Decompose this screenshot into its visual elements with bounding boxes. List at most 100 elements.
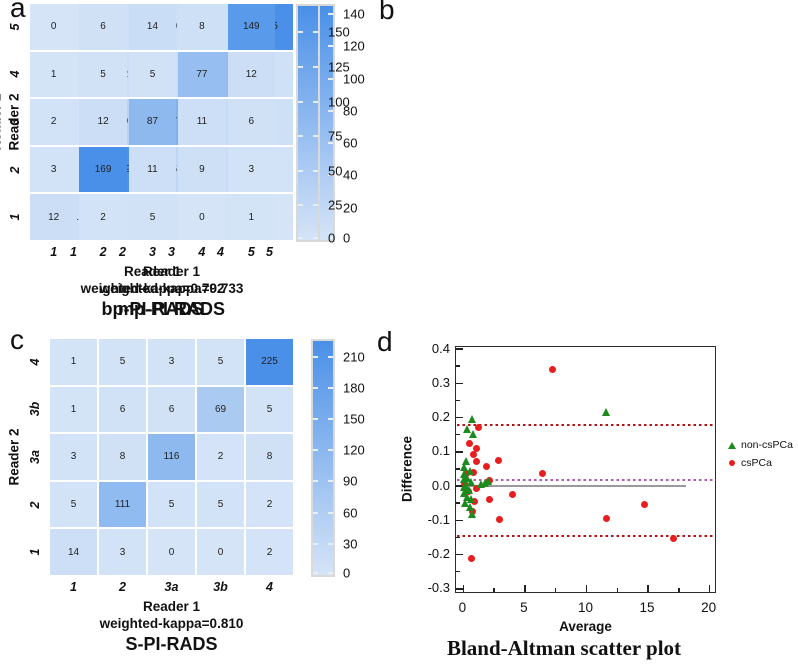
kappa-annotation: weighted-kappa=0.810 [99,616,244,631]
col-tick-label: 3a [164,580,179,594]
matrix-cell: 3 [227,146,275,193]
row-tick-label: 1 [8,213,22,221]
row-tick-label: 2 [28,501,42,509]
matrix-cell: 149 [227,4,275,50]
col-tick-label: 5 [266,245,273,259]
matrix-cell: 1 [30,51,78,98]
matrix-cell: 0 [178,194,226,240]
colorbar-tick-label: 150 [343,411,365,427]
point-csPCa [640,500,648,508]
y-minor-tick [456,502,460,504]
x-minor-tick [616,588,619,592]
heatmap-panel-s-pi-rads: Reader 2 Reader 1 weighted-kappa=0.810 S… [0,335,399,670]
colorbar-tick [313,542,318,545]
col-tick-label: 2 [119,580,126,594]
point-csPCa [548,366,556,374]
col-tick-label: 3 [149,245,156,259]
matrix-cell: 3 [99,529,146,575]
x-axis-label: Reader 1 [123,264,182,279]
legend-item-csPCa: csPCa [728,454,793,472]
x-axis-caption-block: Reader 1 weighted-kappa=0.810 S-PI-RADS [50,598,293,656]
matrix-cell: 5 [246,386,293,433]
x-major-tick [524,585,526,592]
matrix-cell: 12 [30,194,78,240]
colorbar-tick [328,572,333,574]
matrix-cell: 5 [50,481,97,528]
panel-letter-d: d [377,326,393,357]
point-csPCa [469,450,477,458]
x-axis-caption-block: Reader 1 weighted-kappa=0.733 mp-PI-RADS [50,263,293,321]
matrix-cell: 9 [178,146,226,193]
matrix-cell: 5 [197,481,244,528]
y-minor-tick [456,365,460,367]
colorbar-tick-label: 60 [343,505,358,521]
col-tick-label: 3 [168,245,175,259]
panel-title: mp-PI-RADS [118,299,225,319]
y-tick-label: -0.1 [427,511,450,527]
col-tick-label: 4 [266,580,273,594]
point-non-csPCa [459,483,468,492]
matrix-cell: 3 [148,339,195,385]
colorbar-tick [298,100,303,103]
legend-item-non-csPCa: non-csPCa [728,436,793,454]
matrix-cell: 11 [178,99,226,145]
point-non-csPCa [468,430,477,439]
colorbar-tick-label: 60 [343,135,358,151]
col-tick-label: 5 [247,245,255,259]
point-non-csPCa [459,462,468,471]
colorbar-tick [328,13,333,16]
matrix-cell: 8 [99,434,146,480]
legend-label: non-csPCa [741,439,793,451]
point-csPCa [467,554,475,562]
matrix-cell: 2 [30,99,78,145]
matrix-cell: 2 [197,434,244,480]
y-major-tick [456,553,463,556]
colorbar-tick [328,109,333,112]
point-csPCa [474,424,482,432]
y-major-tick [456,416,463,419]
point-non-csPCa [484,476,493,485]
x-major-tick [647,585,649,592]
row-tick-label: 4 [28,358,42,366]
colorbar-tick [313,204,318,207]
point-csPCa [496,515,504,523]
colorbar-tick [298,135,303,138]
colorbar-tick-label: 210 [343,349,365,365]
point-csPCa [473,457,481,465]
colorbar-tick-label: 100 [343,71,365,87]
panel-title: S-PI-RADS [125,634,218,654]
x-major-tick [462,585,465,592]
colorbar-tick-label: 30 [343,536,358,552]
point-non-csPCa [462,492,471,501]
colorbar-tick [313,572,318,574]
colorbar-tick [328,77,333,80]
matrix-cell: 77 [178,51,226,98]
y-tick-label: 0.0 [431,477,450,493]
row-tick-label: 3 [8,118,22,126]
legend: non-csPCa csPCa [728,436,793,472]
colorbar-tick-label: 90 [343,473,358,489]
point-csPCa [486,495,494,503]
x-minor-tick [678,588,680,592]
x-axis-caption-block: Reader 1 weighted-kappa=0.792 bp-PI-RADS [30,263,275,321]
x-tick-label: 5 [520,600,528,615]
panel-title: bp-PI-RADS [101,299,204,319]
line-mean-diff [457,478,716,481]
colorbar-tick [328,418,333,420]
matrix-cell: 12 [227,51,275,98]
point-non-csPCa [467,414,476,423]
y-tick-label: 0.2 [431,409,450,425]
matrix-cell: 2 [246,481,293,528]
matrix-cell: 12 [79,99,127,145]
matrix-cell: 5 [79,51,127,98]
colorbar-tick [328,386,333,389]
row-tick-label: 4 [8,70,22,78]
col-tick-label: 1 [50,245,58,259]
colorbar-tick [328,355,333,358]
matrix-cell: 5 [148,481,195,528]
colorbar-tick [328,45,333,48]
point-csPCa [472,445,480,453]
colorbar-tick [313,100,318,103]
matrix-cell: 1 [227,194,275,240]
matrix-cell: 3 [50,434,97,480]
